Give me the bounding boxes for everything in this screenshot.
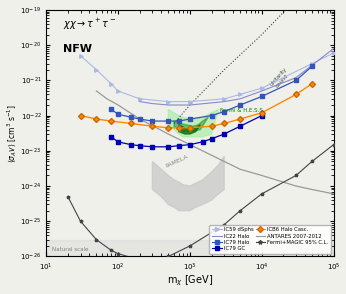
- Text: Natural scale: Natural scale: [52, 248, 89, 253]
- Polygon shape: [174, 117, 208, 132]
- Text: PAMELA: PAMELA: [165, 154, 190, 169]
- X-axis label: m$_\chi$ [GeV]: m$_\chi$ [GeV]: [167, 274, 213, 288]
- Bar: [46, 240, 334, 256]
- Polygon shape: [179, 125, 200, 134]
- Text: Fermi & H.E.S.S.: Fermi & H.E.S.S.: [220, 108, 264, 113]
- Text: $\chi\chi \rightarrow \tau^+ \tau^-$: $\chi\chi \rightarrow \tau^+ \tau^-$: [63, 17, 117, 32]
- Text: NFW: NFW: [63, 44, 92, 54]
- Polygon shape: [168, 109, 219, 137]
- Text: Unitarity
bound: Unitarity bound: [268, 66, 292, 91]
- Y-axis label: $\langle \sigma_A v \rangle$ [cm$^3$ s$^{-1}$]: $\langle \sigma_A v \rangle$ [cm$^3$ s$^…: [6, 104, 19, 163]
- Legend: IC59 dSphs, IC22 Halo, IC79 Halo, IC79 GC, ICB6 Halo Casc., ANTARES 2007-2012, F: IC59 dSphs, IC22 Halo, IC79 Halo, IC79 G…: [209, 225, 331, 254]
- Polygon shape: [152, 156, 224, 211]
